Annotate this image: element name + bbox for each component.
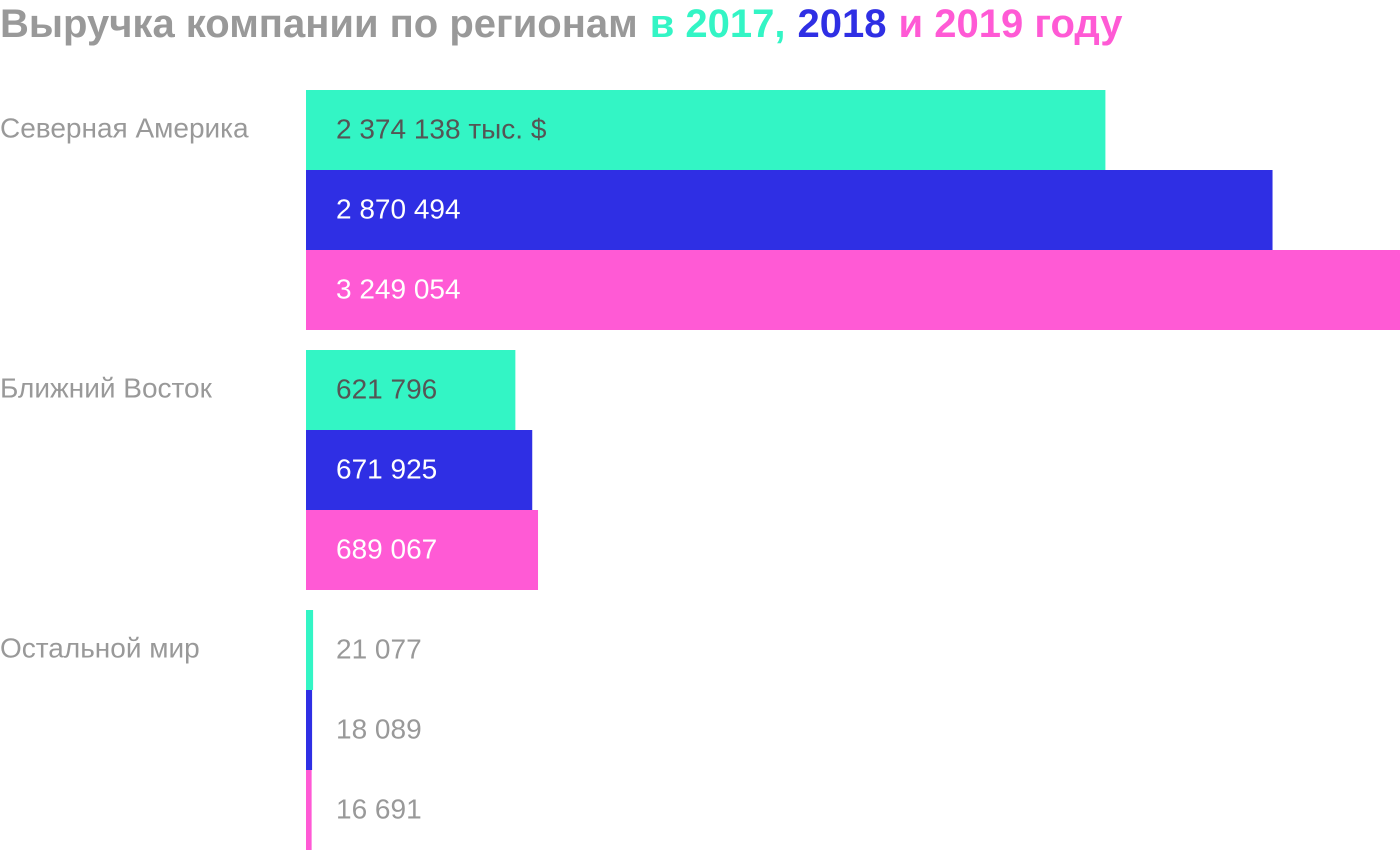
title-legend-entry: в 2017, [650,2,786,46]
bar [306,250,1400,330]
value-label: 16 691 [336,793,422,824]
category-label: Северная Америка [0,112,249,143]
bar [306,350,516,430]
bar [306,610,314,690]
value-label: 2 870 494 [336,193,461,224]
bar [306,430,533,510]
title-legend-entry: 2018 [798,2,887,46]
category-label: Ближний Восток [0,372,213,403]
value-label: 2 374 138 тыс. $ [336,113,547,144]
bar [306,90,1106,170]
value-label: 21 077 [336,633,422,664]
value-label: 18 089 [336,713,422,744]
chart-title-line: Выручка компании по регионам в 2017, 2018 и… [0,2,1123,46]
category-label: Остальной мир [0,632,200,663]
title-legend-entry: и 2019 году [899,2,1124,46]
bar [306,770,312,850]
chart-title: Выручка компании по регионам [0,2,638,46]
value-label: 671 925 [336,453,437,484]
bar [306,170,1273,250]
value-label: 689 067 [336,533,437,564]
bar [306,690,313,770]
value-label: 621 796 [336,373,437,404]
value-label: 3 249 054 [336,273,461,304]
bar [306,510,539,590]
